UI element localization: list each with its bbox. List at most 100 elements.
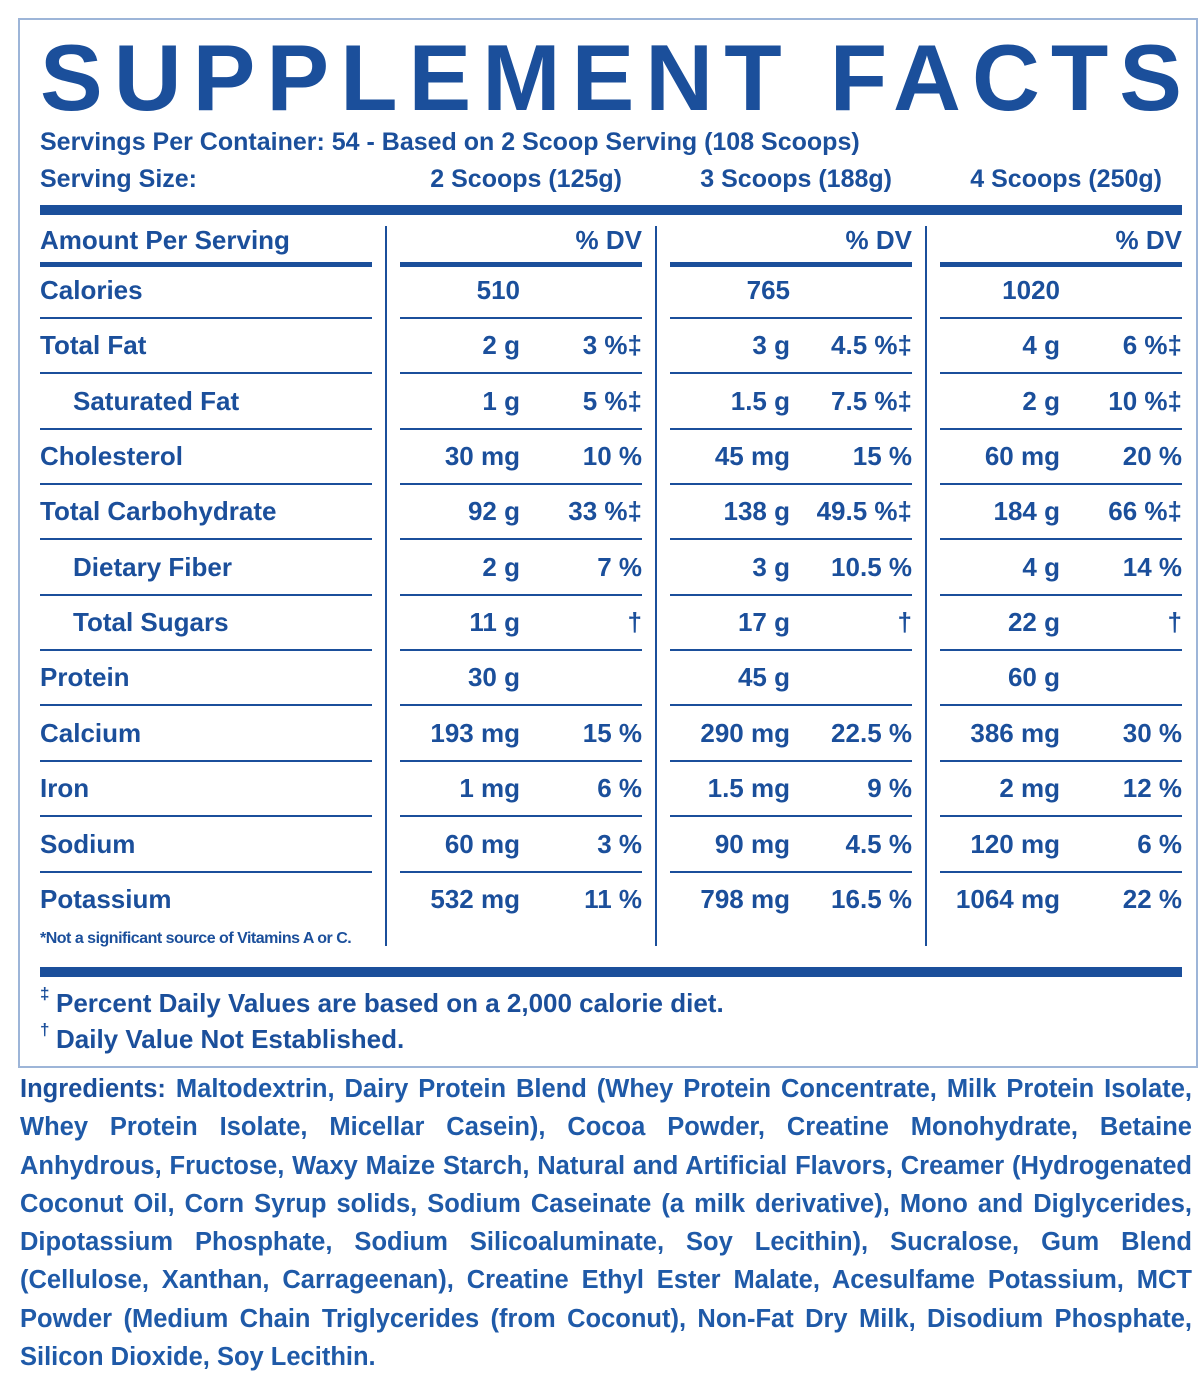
amount: 1.5 g bbox=[730, 385, 790, 416]
amount: 11 g bbox=[469, 607, 520, 638]
rule bbox=[670, 704, 912, 707]
amount: 3 g bbox=[752, 330, 790, 361]
rule bbox=[940, 759, 1182, 762]
rule bbox=[940, 483, 1182, 486]
rule bbox=[40, 483, 372, 486]
amount: 290 mg bbox=[700, 717, 790, 748]
note-symbol: ‡ bbox=[40, 984, 50, 1003]
rule bbox=[670, 815, 912, 818]
rule bbox=[940, 649, 1182, 652]
daily-value: 33 %‡ bbox=[568, 496, 642, 527]
amount: 2 g bbox=[482, 551, 520, 582]
rule bbox=[400, 593, 642, 596]
nutrient-name: Calcium bbox=[40, 717, 142, 748]
amount: 765 bbox=[746, 275, 790, 305]
rule bbox=[40, 262, 372, 267]
amount: 45 mg bbox=[714, 441, 790, 472]
daily-value: 10 % bbox=[582, 441, 642, 472]
rule bbox=[40, 815, 372, 818]
daily-value: 4.5 %‡ bbox=[831, 330, 912, 361]
daily-value: 10 %‡ bbox=[1108, 385, 1182, 416]
rule bbox=[925, 226, 927, 946]
facts-panel bbox=[18, 18, 1198, 1068]
rule bbox=[655, 226, 657, 946]
daily-value: † bbox=[627, 607, 642, 638]
ingredients-text: Maltodextrin, Dairy Protein Blend (Whey … bbox=[20, 1075, 1192, 1372]
nutrient-name: Total Carbohydrate bbox=[40, 496, 277, 527]
amount: 30 mg bbox=[444, 441, 520, 472]
amount: 193 mg bbox=[430, 717, 520, 748]
daily-value: 20 % bbox=[1122, 441, 1182, 472]
amount: 386 mg bbox=[970, 717, 1060, 748]
servings-per-container: Servings Per Container: 54 - Based on 2 … bbox=[40, 128, 860, 156]
dv-header: % DV bbox=[575, 225, 642, 255]
column-header: 4 Scoops (250g) bbox=[970, 165, 1162, 193]
amount: 90 mg bbox=[714, 828, 790, 859]
title: SUPPLEMENT FACTS bbox=[40, 25, 1182, 130]
daily-value: 22 % bbox=[1122, 883, 1182, 914]
daily-value: 10.5 % bbox=[831, 551, 912, 582]
daily-value: † bbox=[897, 607, 912, 638]
ingredients: Ingredients: Maltodextrin, Dairy Protein… bbox=[20, 1070, 1192, 1376]
amount: 22 g bbox=[1007, 607, 1060, 638]
amount: 2 g bbox=[482, 330, 520, 361]
rule bbox=[400, 262, 642, 267]
rule bbox=[940, 538, 1182, 541]
daily-value: 15 % bbox=[582, 717, 642, 748]
nutrient-name: Total Sugars bbox=[73, 607, 229, 638]
column-header: 2 Scoops (125g) bbox=[430, 165, 622, 193]
rule bbox=[940, 372, 1182, 375]
nutrient-name: Cholesterol bbox=[40, 441, 184, 472]
rule bbox=[400, 317, 642, 319]
rule bbox=[400, 704, 642, 707]
rule bbox=[940, 317, 1182, 319]
amount: 1064 mg bbox=[955, 883, 1060, 914]
amount: 1.5 mg bbox=[707, 773, 790, 804]
amount: 45 g bbox=[737, 662, 790, 693]
rule bbox=[40, 870, 372, 873]
amount: 184 g bbox=[993, 496, 1061, 527]
daily-value: 49.5 %‡ bbox=[816, 496, 912, 527]
rule bbox=[40, 759, 372, 762]
daily-value: 5 %‡ bbox=[582, 385, 642, 416]
daily-value: 6 % bbox=[597, 773, 642, 804]
rule bbox=[40, 704, 372, 707]
nutrient-name: Iron bbox=[40, 773, 90, 804]
rule bbox=[670, 262, 912, 267]
rule bbox=[400, 372, 642, 375]
rule bbox=[670, 372, 912, 375]
footnote: *Not a significant source of Vitamins A … bbox=[40, 930, 352, 947]
amount: 1020 bbox=[1002, 275, 1060, 305]
daily-value: 11 % bbox=[584, 883, 642, 914]
rule bbox=[400, 538, 642, 541]
daily-value: 16.5 % bbox=[831, 883, 912, 914]
rule bbox=[940, 427, 1182, 430]
rule bbox=[40, 317, 372, 319]
title-area: SUPPLEMENT FACTS bbox=[40, 25, 1182, 130]
rule bbox=[670, 483, 912, 486]
nutrient-name: Saturated Fat bbox=[73, 385, 240, 416]
page: {"title": "SUPPLEMENT FACTS", "servings_… bbox=[18, 18, 1198, 1372]
amount: 30 g bbox=[467, 662, 520, 693]
daily-value: 7.5 %‡ bbox=[831, 385, 912, 416]
rule bbox=[670, 593, 912, 596]
dv-header: % DV bbox=[1115, 225, 1182, 255]
rule bbox=[670, 759, 912, 762]
amount: 60 g bbox=[1007, 662, 1060, 693]
rule bbox=[40, 967, 1182, 977]
rule bbox=[400, 815, 642, 818]
rule bbox=[400, 483, 642, 486]
rule bbox=[400, 427, 642, 430]
nutrient-name: Total Fat bbox=[40, 330, 147, 361]
rule bbox=[400, 649, 642, 652]
rule bbox=[385, 226, 387, 946]
daily-value: 30 % bbox=[1122, 717, 1182, 748]
rule bbox=[670, 870, 912, 873]
ingredients-label: Ingredients: bbox=[20, 1075, 166, 1103]
amount: 17 g bbox=[737, 607, 790, 638]
note-symbol: † bbox=[40, 1020, 50, 1039]
amount: 1 mg bbox=[459, 773, 520, 804]
rule bbox=[670, 317, 912, 319]
rule bbox=[400, 870, 642, 873]
rule bbox=[40, 372, 372, 375]
